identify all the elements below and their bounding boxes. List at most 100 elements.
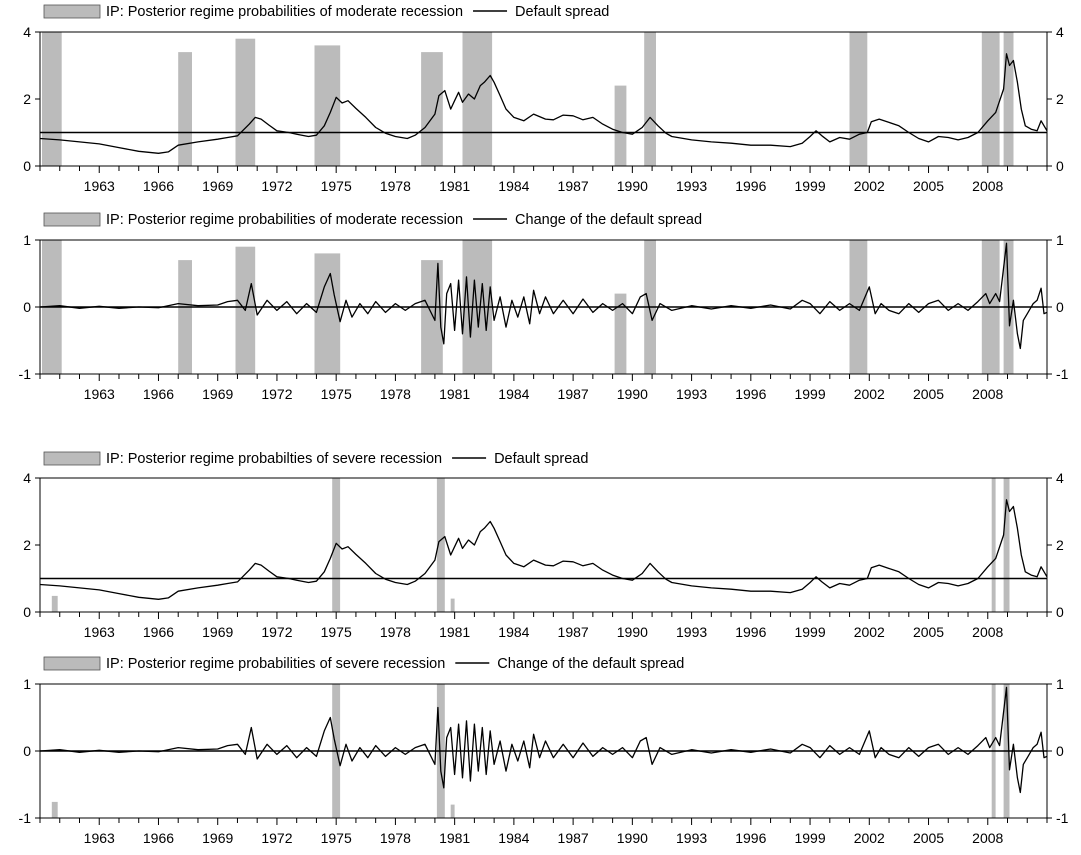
y-tick-label-left: 0 [23,299,31,315]
legend: IP: Posterior regime probabilties of sev… [43,451,588,467]
y-tick-label-left: 4 [23,470,31,486]
x-tick-label: 1990 [617,178,648,194]
y-tick-label-left: 1 [23,676,31,692]
x-tick-label: 2005 [913,624,944,640]
x-tick-label: 1993 [676,624,707,640]
x-tick-label: 1984 [498,178,529,194]
legend: IP: Posterior regime probabilities of mo… [43,4,609,20]
x-tick-label: 1972 [261,624,292,640]
x-tick-label: 1993 [676,830,707,846]
x-tick-label: 1987 [558,624,589,640]
recession-bar [51,595,58,612]
recession-bar [450,804,455,818]
x-tick-label: 1984 [498,624,529,640]
x-tick-label: 1966 [143,386,174,402]
recession-bar [1003,32,1014,166]
chart-panel-1: 0 0 2 2 4 4 1963 1966 1969 1972 1975 1978 1981 1984 19… [23,4,1064,194]
x-tick-label: 2008 [972,830,1003,846]
x-tick-label: 1975 [321,178,352,194]
recession-bar [178,260,192,374]
recession-bar [450,598,455,612]
x-tick-label: 2008 [972,386,1003,402]
x-tick-label: 1987 [558,830,589,846]
x-tick-label: 1969 [202,624,233,640]
y-tick-label-left: 4 [23,24,31,40]
recession-bar [849,32,868,166]
legend-label-line: Default spread [494,451,588,467]
legend-label-bars: IP: Posterior regime probabilties of sev… [106,451,442,467]
x-tick-label: 1999 [794,830,825,846]
y-tick-label-right: 4 [1056,470,1064,486]
legend-swatch-bars [43,451,101,466]
y-tick-label-right: 0 [1056,743,1064,759]
x-tick-label: 1978 [380,830,411,846]
x-tick-label: 1969 [202,178,233,194]
y-tick-label-right: 0 [1056,158,1064,174]
y-tick-label-right: 1 [1056,232,1064,248]
x-tick-label: 1981 [439,386,470,402]
recession-bar [421,52,443,166]
y-tick-label-left: 2 [23,91,31,107]
x-tick-label: 1990 [617,386,648,402]
x-tick-label: 1981 [439,624,470,640]
x-tick-label: 1993 [676,386,707,402]
chart-panel-2: -1 -1 0 0 1 1 1963 1966 1969 1972 1975 1978 1981 1984… [19,212,1069,402]
recession-bar [981,32,1000,166]
x-tick-label: 1999 [794,178,825,194]
legend-label-bars: IP: Posterior regime probabilities of se… [106,656,445,672]
x-tick-label: 2002 [854,386,885,402]
y-tick-label-right: 2 [1056,537,1064,553]
recession-bar [42,32,62,166]
x-tick-label: 1966 [143,624,174,640]
x-tick-label: 1975 [321,386,352,402]
x-tick-label: 1963 [84,830,115,846]
legend-swatch-bars [43,4,101,19]
x-tick-label: 1984 [498,386,529,402]
x-tick-label: 1978 [380,178,411,194]
x-tick-label: 1966 [143,830,174,846]
x-tick-label: 1963 [84,386,115,402]
x-tick-label: 1996 [735,178,766,194]
y-tick-label-left: 0 [23,158,31,174]
recession-bar [644,32,656,166]
y-tick-label-left: 0 [23,743,31,759]
recession-bar [614,85,627,166]
legend-label-bars: IP: Posterior regime probabilities of mo… [106,4,463,20]
legend: IP: Posterior regime probabilities of mo… [43,212,702,228]
y-tick-label-right: 0 [1056,299,1064,315]
spread-line [39,242,1048,350]
y-tick-label-left: 2 [23,537,31,553]
spread-line [39,686,1048,794]
y-tick-label-right: 4 [1056,24,1064,40]
recession-bar [1003,478,1010,612]
x-tick-label: 1963 [84,178,115,194]
legend-label-bars: IP: Posterior regime probabilities of mo… [106,212,463,228]
x-tick-label: 1972 [261,830,292,846]
legend-label-line: Change of the default spread [515,212,702,228]
x-tick-label: 2005 [913,386,944,402]
y-tick-label-right: 1 [1056,676,1064,692]
y-tick-label-right: -1 [1056,810,1069,826]
chart-panel-3: 0 0 2 2 4 4 1963 1966 1969 1972 1975 1978 1981 1984 19… [23,451,1064,640]
x-tick-label: 2005 [913,178,944,194]
spread-line [39,499,1048,600]
x-tick-label: 1966 [143,178,174,194]
legend-label-line: Change of the default spread [497,656,684,672]
y-tick-label-right: -1 [1056,366,1069,382]
x-tick-label: 1990 [617,624,648,640]
recession-bar [314,45,341,166]
x-tick-label: 1987 [558,386,589,402]
x-tick-label: 1999 [794,624,825,640]
x-tick-label: 1981 [439,178,470,194]
x-tick-label: 1963 [84,624,115,640]
x-tick-label: 1975 [321,830,352,846]
legend-swatch-bars [43,656,101,671]
x-tick-label: 2002 [854,830,885,846]
recession-bars [51,478,1010,612]
x-tick-label: 1996 [735,830,766,846]
recession-bar [436,478,445,612]
legend: IP: Posterior regime probabilities of se… [43,656,684,672]
plot-frame [39,477,1048,613]
x-tick-label: 1972 [261,178,292,194]
x-tick-label: 1969 [202,830,233,846]
